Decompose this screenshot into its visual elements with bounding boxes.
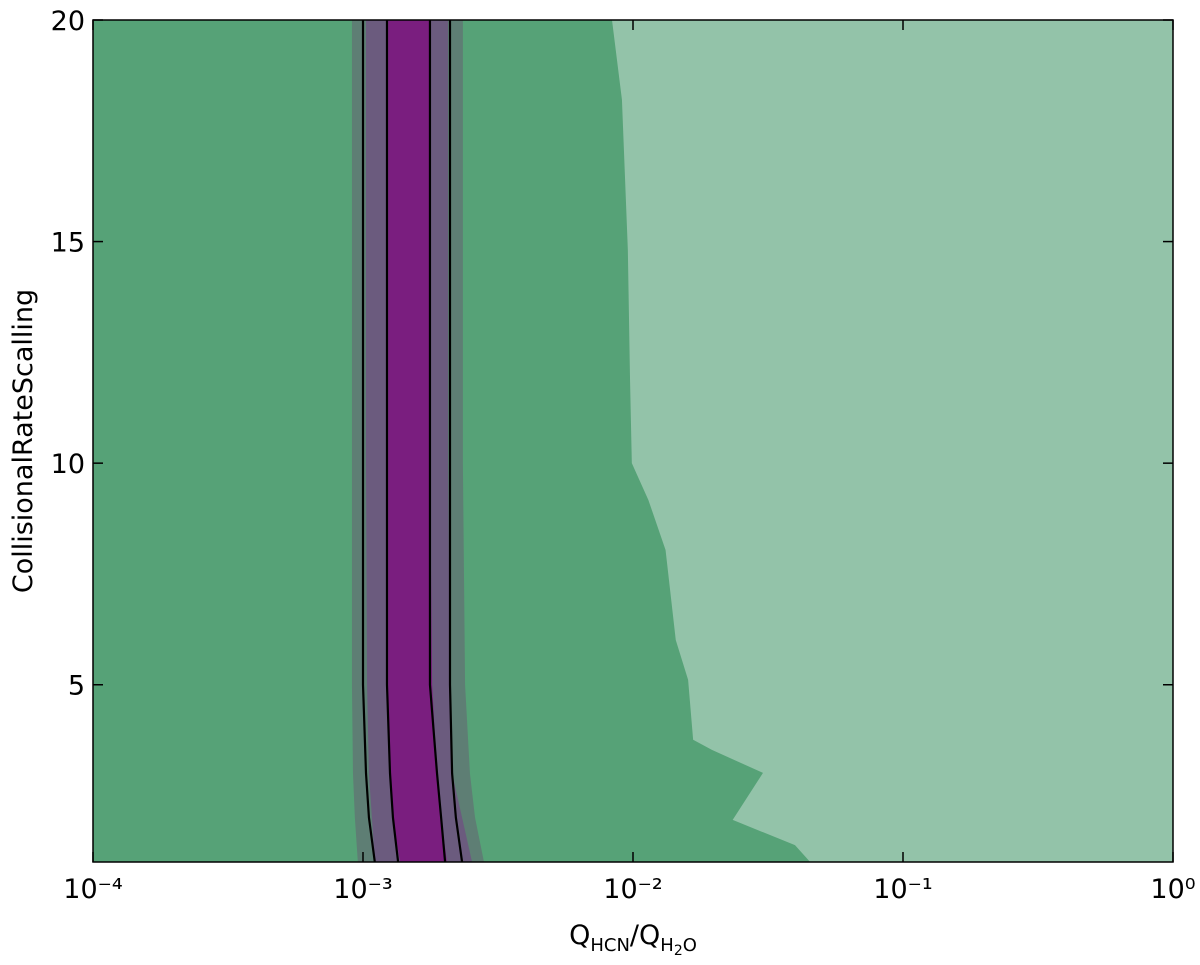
x-axis-label-part: H — [660, 935, 674, 956]
x-axis-label: QHCN/QH2O — [569, 920, 697, 959]
x-tick-label: 10⁻⁴ — [63, 874, 122, 905]
x-tick-label: 10⁻² — [603, 874, 662, 905]
x-axis-label-part: Q — [569, 920, 590, 951]
contour-region — [611, 20, 1173, 862]
x-tick-label: 10⁻³ — [333, 874, 392, 905]
x-tick-label: 10⁻¹ — [873, 874, 932, 905]
contour-line — [385, 20, 400, 862]
y-axis-label: CollisionalRateScalling — [8, 289, 39, 593]
x-tick-label: 10⁰ — [1150, 874, 1195, 905]
contour-line — [361, 20, 376, 862]
contour-region — [388, 20, 447, 862]
contour-line — [448, 20, 464, 862]
x-axis-label-part: O — [683, 935, 697, 956]
contour-line — [428, 20, 447, 862]
plot-area — [93, 20, 1173, 862]
y-tick-label: 15 — [51, 228, 85, 259]
y-tick-label: 10 — [51, 449, 85, 480]
y-tick-label: 20 — [51, 6, 85, 37]
x-axis-label-part: /Q — [630, 920, 660, 951]
y-tick-label: 5 — [68, 671, 85, 702]
x-axis-label-part: HCN — [590, 935, 630, 956]
x-axis-label-part: 2 — [674, 943, 683, 959]
